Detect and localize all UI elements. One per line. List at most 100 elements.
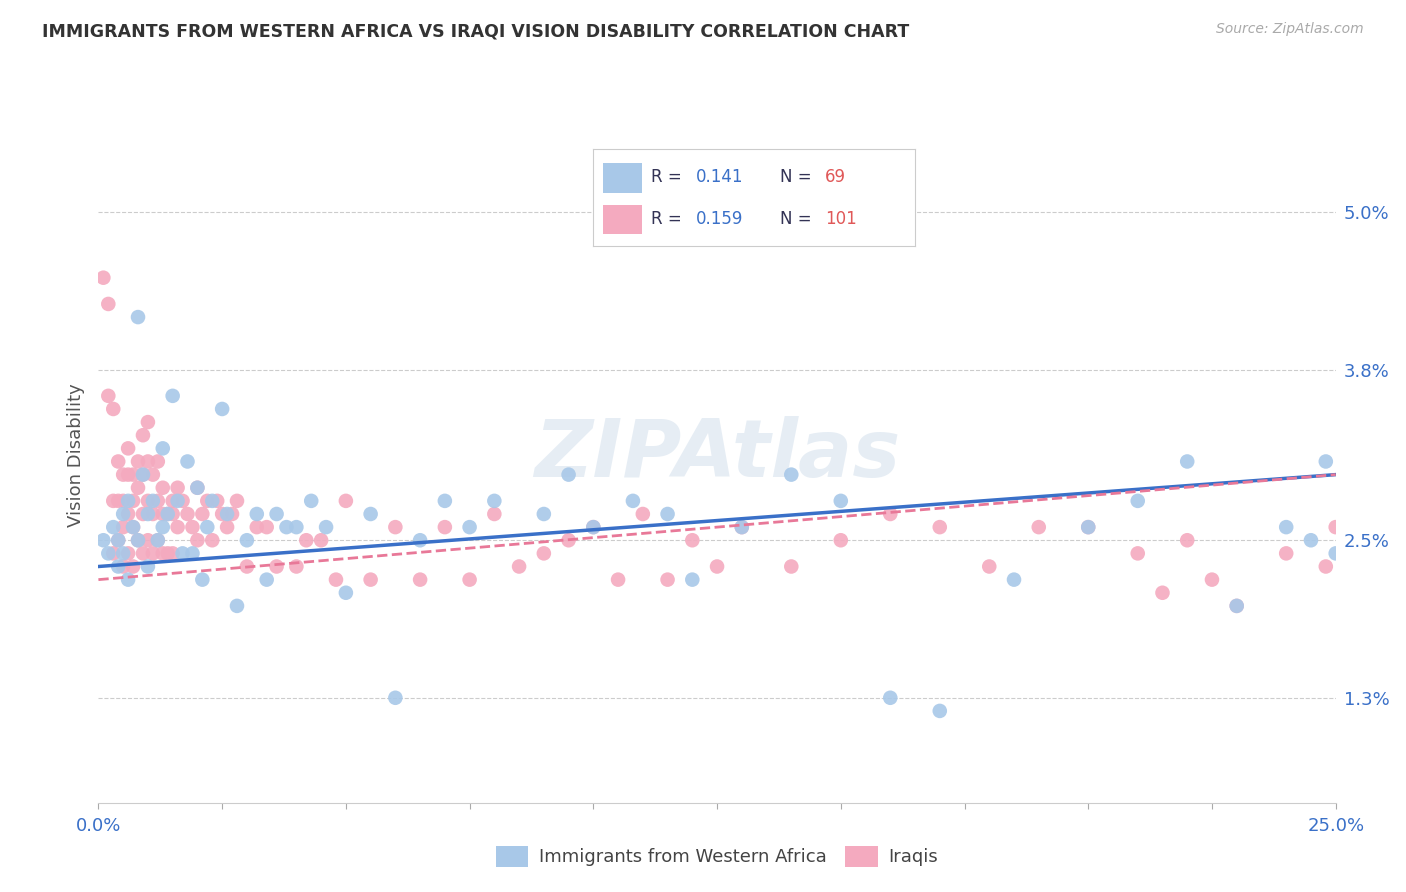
Point <box>409 573 432 587</box>
Point <box>226 494 249 508</box>
Point <box>1201 573 1223 587</box>
Point <box>172 546 194 560</box>
Point <box>256 573 278 587</box>
Point <box>136 507 159 521</box>
Point <box>731 520 754 534</box>
Point <box>1028 520 1050 534</box>
Point <box>1350 428 1372 442</box>
Point <box>285 520 308 534</box>
Point <box>127 481 149 495</box>
Point <box>335 586 357 600</box>
Point <box>132 467 155 482</box>
Point <box>217 507 239 521</box>
Point <box>146 533 169 548</box>
Point <box>146 454 169 468</box>
Point <box>112 520 135 534</box>
Point <box>433 520 456 534</box>
Point <box>132 467 155 482</box>
Point <box>136 559 159 574</box>
Point <box>830 533 852 548</box>
Point <box>607 573 630 587</box>
Point <box>360 573 382 587</box>
Point <box>112 559 135 574</box>
Point <box>191 573 214 587</box>
Point <box>97 297 120 311</box>
Point <box>1275 520 1298 534</box>
Point <box>176 507 198 521</box>
Point <box>166 520 188 534</box>
Y-axis label: Vision Disability: Vision Disability <box>66 383 84 527</box>
Point <box>162 494 184 508</box>
Text: IMMIGRANTS FROM WESTERN AFRICA VS IRAQI VISION DISABILITY CORRELATION CHART: IMMIGRANTS FROM WESTERN AFRICA VS IRAQI … <box>42 22 910 40</box>
Point <box>97 546 120 560</box>
Point <box>142 507 165 521</box>
Point <box>136 415 159 429</box>
Point <box>1275 546 1298 560</box>
Point <box>508 559 530 574</box>
Point <box>146 533 169 548</box>
Point <box>217 520 239 534</box>
Point <box>1299 533 1322 548</box>
Point <box>384 520 406 534</box>
Point <box>132 507 155 521</box>
Point <box>112 507 135 521</box>
Point <box>285 559 308 574</box>
Point <box>335 494 357 508</box>
Point <box>112 546 135 560</box>
Point <box>176 454 198 468</box>
Point <box>360 507 382 521</box>
Point <box>1002 573 1025 587</box>
Point <box>1324 520 1347 534</box>
Point <box>236 559 259 574</box>
Point <box>112 494 135 508</box>
Point <box>266 559 288 574</box>
Point <box>136 454 159 468</box>
Point <box>112 467 135 482</box>
Point <box>122 520 145 534</box>
Point <box>1152 586 1174 600</box>
Point <box>246 507 269 521</box>
Point <box>117 573 139 587</box>
Point <box>246 520 269 534</box>
Point <box>152 546 174 560</box>
Point <box>117 546 139 560</box>
Point <box>186 481 208 495</box>
Point <box>93 270 115 285</box>
Point <box>309 533 332 548</box>
Point <box>979 559 1001 574</box>
Point <box>657 573 679 587</box>
Point <box>181 520 204 534</box>
Point <box>152 481 174 495</box>
Point <box>162 507 184 521</box>
Point <box>1077 520 1099 534</box>
Point <box>93 533 115 548</box>
Point <box>117 507 139 521</box>
Point <box>201 494 224 508</box>
Point <box>1126 494 1149 508</box>
Point <box>295 533 318 548</box>
Point <box>122 467 145 482</box>
Point <box>127 533 149 548</box>
Point <box>186 533 208 548</box>
Point <box>136 494 159 508</box>
Point <box>681 573 703 587</box>
Point <box>152 507 174 521</box>
Point <box>484 494 506 508</box>
Point <box>127 454 149 468</box>
Point <box>236 533 259 548</box>
Point <box>557 533 579 548</box>
Text: Source: ZipAtlas.com: Source: ZipAtlas.com <box>1216 22 1364 37</box>
Point <box>107 533 129 548</box>
Point <box>681 533 703 548</box>
Point <box>830 494 852 508</box>
Point <box>152 520 174 534</box>
Point <box>1077 520 1099 534</box>
Point <box>172 494 194 508</box>
Point <box>384 690 406 705</box>
Point <box>211 507 233 521</box>
Point <box>166 494 188 508</box>
Point <box>557 467 579 482</box>
Point <box>928 520 950 534</box>
Point <box>181 546 204 560</box>
Point <box>533 546 555 560</box>
